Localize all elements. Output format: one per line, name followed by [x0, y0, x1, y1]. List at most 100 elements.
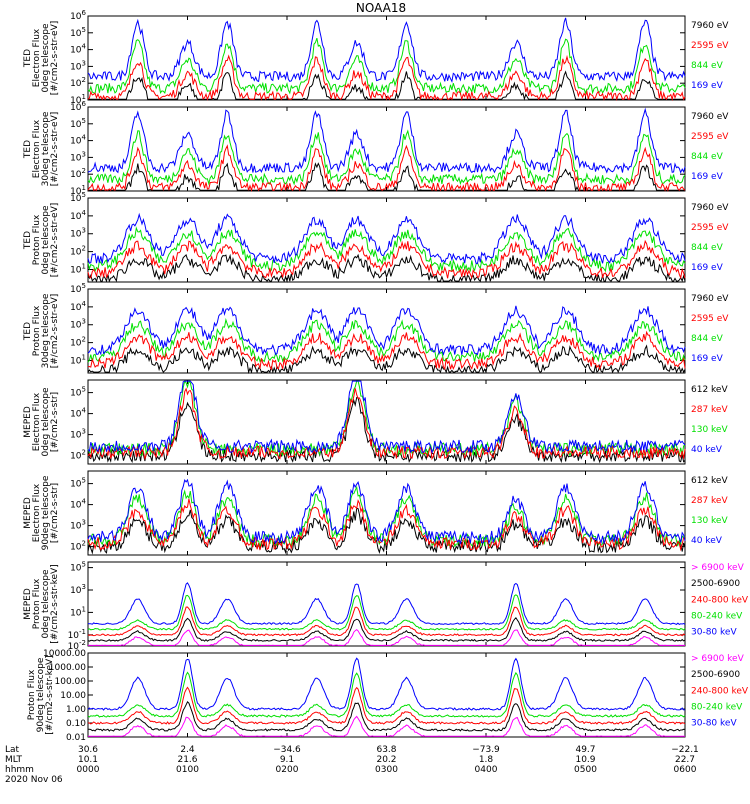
series-magenta [88, 715, 685, 737]
legend-label: 612 keV [691, 385, 728, 395]
y-tick-label: 102 [70, 449, 86, 462]
y-axis-label-line: MEPED [23, 588, 33, 620]
y-axis-label-line: Electron Flux [32, 28, 42, 87]
x-lat-label: 49.7 [575, 745, 595, 755]
x-hhmm-label: 0300 [375, 765, 398, 775]
series-magenta [87, 628, 685, 646]
y-axis-label-line: 0deg telescope [41, 205, 51, 275]
legend-label: 2595 eV [691, 223, 729, 233]
y-axis-label-line: 0deg telescope [41, 387, 51, 457]
legend-label: 7960 eV [691, 21, 729, 31]
panel-meped-electron-90deg: 102 103 104 105 MEPEDElectron Flux90deg tele… [23, 470, 728, 556]
series-blue [87, 657, 686, 711]
x-lat-label: 2.4 [180, 745, 195, 755]
y-tick-label: 101 [70, 605, 86, 618]
y-axis-label-line: 30deg telescope [41, 293, 51, 368]
legend-label: > 6900 keV [691, 563, 745, 573]
y-axis-label-line: [#/cm2-s-str] [50, 392, 60, 452]
x-lat-label: −34.6 [273, 745, 301, 755]
series-green [87, 671, 686, 718]
x-mlt-label: 10.1 [78, 755, 98, 765]
legend-label: 2595 eV [691, 132, 729, 142]
y-axis-label-line: [#/cm2-s-str-eV] [50, 294, 60, 369]
legend-label: 612 keV [691, 476, 728, 486]
x-mlt-label: 21.6 [177, 755, 197, 765]
y-axis-label-line: 0deg telescope [41, 569, 51, 639]
y-axis-label-line: MEPED [23, 497, 33, 529]
y-tick-label: 103 [70, 583, 86, 596]
legend-label: 240-800 keV [691, 686, 749, 696]
y-tick-label: 103 [70, 59, 86, 72]
legend-label: 844 eV [691, 152, 724, 162]
y-tick-label: 102 [70, 540, 86, 553]
legend-label: 7960 eV [691, 112, 729, 122]
y-tick-label: 104 [70, 407, 86, 420]
series-black [87, 507, 686, 555]
y-axis-label-line: TED [23, 231, 33, 250]
y-tick-label: 104 [70, 134, 86, 147]
x-row-label-mlt: MLT [5, 755, 23, 765]
x-lat-label: −73.9 [472, 745, 500, 755]
legend-label: 844 eV [691, 334, 724, 344]
y-tick-label: 103 [70, 519, 86, 532]
series-red [87, 686, 686, 725]
panel-frame [87, 561, 686, 647]
series-blue [87, 17, 686, 83]
legend-label: 130 keV [691, 516, 728, 526]
y-axis-label-line: Proton Flux [32, 214, 42, 265]
x-lat-label: −22.1 [671, 745, 699, 755]
y-axis-label: TEDProton Flux0deg telescope[#/cm2-s-str… [23, 203, 60, 278]
y-axis-label-line: 30deg telescope [41, 111, 51, 186]
legend-label: 2500-6900 [691, 670, 740, 680]
series-black [87, 253, 686, 284]
panel-ted-proton-30deg: 101 102 103 104 105 TEDProton Flux30deg teles… [23, 282, 729, 375]
x-mlt-label: 10.9 [575, 755, 595, 765]
y-axis-label-line: 0deg telescope [41, 23, 51, 93]
legend-label: 30-80 keV [691, 719, 737, 729]
series-blue [87, 305, 686, 357]
y-tick-label: 102 [70, 336, 86, 349]
y-axis-label-line: TED [23, 140, 33, 159]
y-tick-label: 102 [70, 245, 86, 258]
legend-label: 169 eV [691, 263, 724, 273]
series-green [87, 485, 686, 548]
series-blue [87, 380, 686, 454]
panel-frame [87, 197, 686, 283]
y-axis-label-line: [#/cm2-s-str-keV] [45, 655, 55, 734]
y-axis-label-line: Electron Flux [32, 483, 42, 542]
legend-label: 40 keV [691, 536, 723, 546]
legend-label: 130 keV [691, 425, 728, 435]
y-axis-label-line: Electron Flux [32, 392, 42, 451]
y-axis-label-line: Electron Flux [32, 119, 42, 178]
y-tick-label: 103 [70, 318, 86, 331]
x-mlt-label: 22.7 [675, 755, 695, 765]
y-axis-label-line: [#/cm2-s-str-eV] [50, 21, 60, 96]
y-axis-label: TEDElectron Flux30deg telescope[#/cm2-s-… [23, 111, 60, 186]
y-axis-label-line: [#/cm2-s-str-eV] [50, 112, 60, 187]
series-black [87, 344, 686, 375]
series-red [87, 239, 686, 280]
series-red [87, 387, 686, 461]
legend-label: 169 eV [691, 81, 724, 91]
panel-meped-electron-0deg: 102 103 104 105 MEPEDElectron Flux0deg teles… [23, 379, 728, 465]
x-hhmm-label: 0000 [77, 765, 100, 775]
legend-label: 7960 eV [691, 294, 729, 304]
x-hhmm-label: 0200 [276, 765, 299, 775]
y-tick-label: 104 [70, 498, 86, 511]
y-tick-label: 100.00 [55, 677, 87, 687]
panel-frame [87, 652, 686, 738]
figure-title: NOAA18 [356, 1, 406, 15]
series-red [87, 606, 686, 637]
series-red [87, 498, 686, 552]
series-black [87, 616, 686, 642]
y-tick-label: 102 [70, 76, 86, 89]
y-axis-label: MEPEDElectron Flux90deg telescope[#/cm2-… [23, 475, 60, 550]
x-mlt-label: 20.2 [376, 755, 396, 765]
series-blue [87, 107, 686, 174]
series-blue [87, 212, 686, 264]
y-tick-label: 105 [70, 561, 86, 574]
